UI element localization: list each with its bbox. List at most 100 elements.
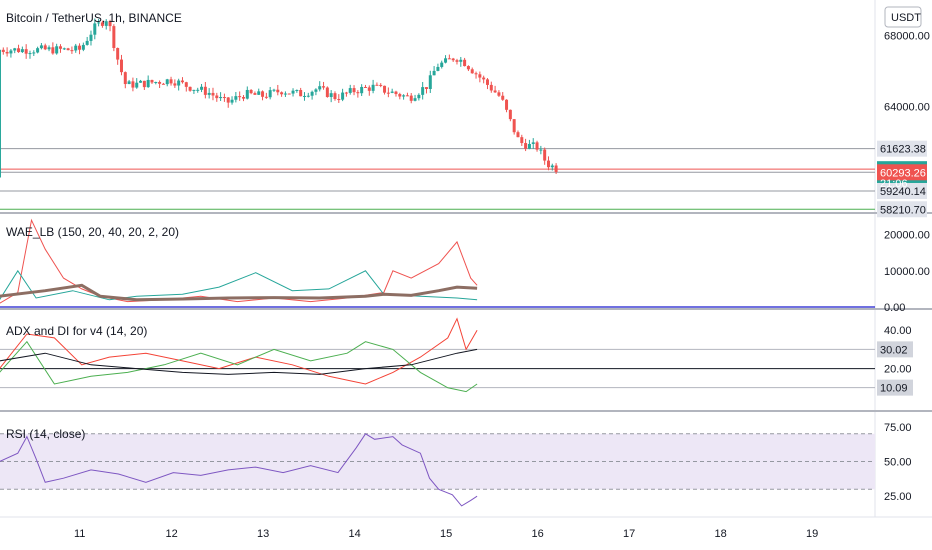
candle-body [184, 82, 188, 87]
candle-body [527, 143, 531, 149]
time-tick-label: 19 [806, 528, 818, 540]
candle-body [127, 81, 131, 85]
candle-body [58, 46, 62, 49]
candle-body [436, 66, 440, 71]
series-line [0, 218, 478, 304]
price-tag-label: 59240.14 [880, 186, 926, 198]
price-tag-level[interactable] [877, 182, 927, 199]
candle-body [104, 21, 108, 26]
candle-body [55, 46, 59, 54]
candle-body [463, 59, 467, 67]
candle-body [272, 89, 276, 91]
candle-body [36, 48, 40, 53]
candle-body [417, 94, 421, 99]
candle-body [261, 91, 265, 97]
price-tick-label: 68000.00 [884, 31, 930, 43]
candle-body [283, 93, 287, 95]
candle-body [383, 85, 387, 93]
candle-body [161, 83, 165, 85]
candle-body [268, 90, 272, 98]
series-line [0, 348, 478, 375]
candle-body [142, 80, 146, 88]
candle-body [318, 86, 322, 90]
price-tag-label: 61623.38 [880, 144, 926, 156]
candle-body [299, 89, 303, 97]
candle-body [466, 66, 470, 70]
series-line [0, 433, 478, 507]
candle-body [135, 82, 139, 88]
candle-body [291, 90, 295, 94]
candle-body [177, 80, 181, 86]
candle-body [222, 97, 226, 99]
candle-body [280, 92, 284, 95]
candle-body [295, 89, 299, 91]
candle-body [348, 88, 352, 93]
candle-body [325, 87, 329, 98]
currency-badge-label: USDT [891, 12, 921, 24]
candle-body [253, 93, 257, 95]
adx-value-tag[interactable] [877, 341, 913, 358]
chart-title: Bitcoin / TetherUS, 1h, BINANCE [6, 11, 182, 25]
candle-body [51, 47, 55, 54]
series-line [0, 317, 478, 385]
candle-body [493, 90, 497, 93]
candle-body [85, 40, 89, 45]
candle-body [81, 44, 85, 50]
adx-value-tag[interactable] [877, 379, 913, 396]
time-tick-label: 13 [257, 528, 269, 540]
time-tick-label: 11 [74, 528, 85, 540]
candle-body [550, 165, 554, 168]
candle-body [409, 95, 413, 101]
candle-body [478, 74, 482, 78]
candle-body [0, 49, 1, 178]
candle-body [539, 149, 543, 151]
candle-body [211, 92, 215, 96]
candle-body [188, 86, 192, 91]
candle-body [520, 137, 524, 144]
wae-title: WAE_LB (150, 20, 40, 20, 2, 20) [6, 225, 179, 239]
candle-body [112, 26, 116, 49]
candle-body [485, 79, 489, 85]
candle-body [424, 87, 428, 89]
price-tick-label: 64000.00 [884, 102, 930, 114]
candle-body [276, 89, 280, 93]
candle-body [219, 97, 223, 99]
price-tag-low[interactable] [877, 164, 927, 181]
candle-body [173, 83, 177, 86]
candle-body [131, 81, 135, 88]
adx-value-label: 10.09 [880, 383, 908, 395]
candle-body [344, 92, 348, 94]
candle-body [119, 59, 123, 73]
candle-body [329, 93, 333, 98]
price-tag-support[interactable] [877, 201, 927, 218]
candle-body [13, 48, 17, 51]
candle-body [116, 48, 120, 60]
candle-body [200, 86, 204, 90]
candle-body [146, 79, 150, 88]
candle-body [24, 49, 28, 54]
rsi-tick-label: 25.00 [884, 491, 912, 503]
time-tick-label: 12 [166, 528, 178, 540]
candle-body [39, 45, 43, 49]
candle-body [43, 45, 47, 50]
candle-body [207, 92, 211, 95]
candle-body [360, 86, 364, 94]
price-tag-level[interactable] [877, 140, 927, 157]
candle-body [78, 45, 82, 50]
candle-body [234, 96, 238, 100]
candle-body [169, 79, 173, 84]
candle-body [226, 97, 230, 103]
candle-body [333, 93, 337, 100]
adx-title: ADX and DI for v4 (14, 20) [6, 324, 147, 338]
currency-badge[interactable] [884, 6, 922, 28]
candle-body [428, 75, 432, 89]
candle-body [455, 60, 459, 62]
candle-body [512, 119, 516, 133]
candle-body [47, 47, 51, 50]
candle-body [139, 80, 143, 83]
rsi-title: RSI (14, close) [6, 427, 85, 441]
candle-body [440, 62, 444, 67]
candle-body [62, 48, 66, 50]
candle-body [516, 132, 520, 138]
